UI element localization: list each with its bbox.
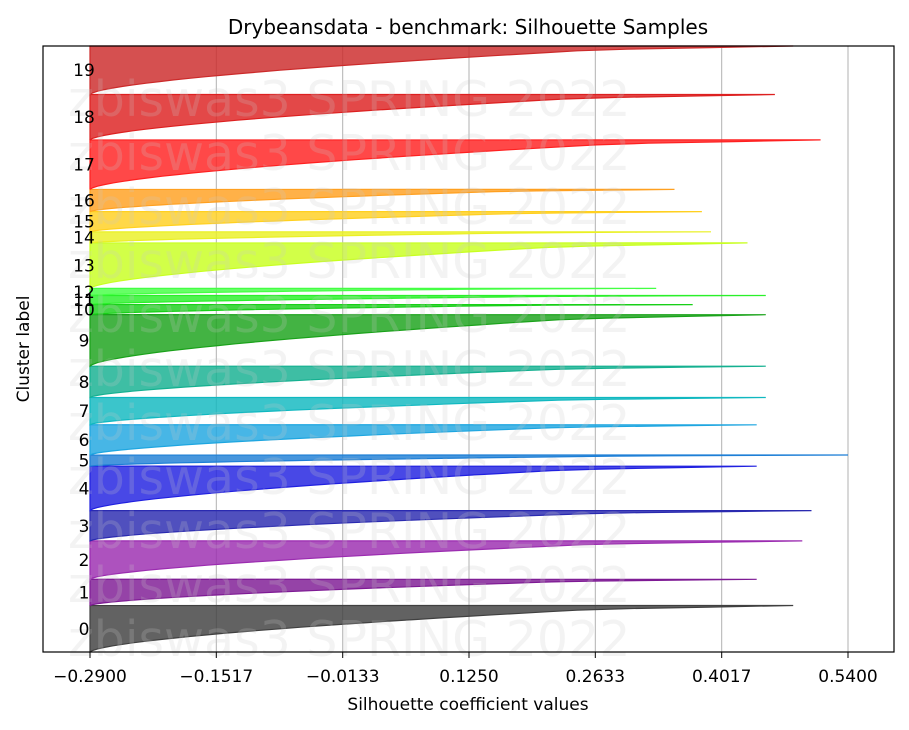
cluster-label-9: 9 [79,331,90,351]
cluster-label-7: 7 [79,402,90,422]
cluster-label-12: 12 [73,283,95,303]
x-tick-label-6: 0.5400 [818,667,877,687]
y-axis-label: Cluster label [14,296,34,403]
cluster-area-8 [89,365,766,399]
x-tick-label-4: 0.2633 [566,667,625,687]
x-tick-label-0: −0.2900 [53,667,127,687]
cluster-label-19: 19 [73,61,95,81]
cluster-label-3: 3 [79,517,90,537]
cluster-area-11 [89,294,766,306]
cluster-area-6 [89,424,757,456]
cluster-area-19 [89,45,794,96]
watermark-text: zbiswas3 SPRING 2022 [68,287,630,344]
cluster-area-10 [89,303,693,316]
x-tick-label-3: 0.1250 [439,667,498,687]
cluster-label-17: 17 [73,156,95,176]
cluster-label-18: 18 [73,108,95,128]
cluster-area-5 [89,454,849,467]
cluster-area-12 [89,287,657,297]
cluster-area-0 [89,604,794,654]
watermark-text: zbiswas3 SPRING 2022 [68,449,630,506]
watermark-text: zbiswas3 SPRING 2022 [68,233,630,290]
x-tick-label-1: −0.1517 [179,667,253,687]
cluster-label-14: 14 [73,228,95,248]
cluster-area-1 [89,578,757,607]
watermark-text: zbiswas3 SPRING 2022 [68,179,630,236]
watermark-text: zbiswas3 SPRING 2022 [68,125,630,182]
watermark-text: zbiswas3 SPRING 2022 [68,611,630,668]
cluster-area-17 [89,139,821,190]
watermark-text: zbiswas3 SPRING 2022 [68,341,630,398]
watermark-text: zbiswas3 SPRING 2022 [68,503,630,560]
cluster-area-4 [89,465,757,512]
x-tick-label-5: 0.4017 [692,667,751,687]
cluster-label-2: 2 [79,551,90,571]
x-axis-label: Silhouette coefficient values [347,695,588,715]
cluster-label-4: 4 [79,479,90,499]
cluster-silhouette-areas [89,45,849,654]
cluster-area-18 [89,93,775,141]
cluster-label-5: 5 [79,452,90,472]
x-tick-label-2: −0.0133 [306,667,380,687]
watermark-text: zbiswas3 SPRING 2022 [68,71,630,128]
watermark-text: zbiswas3 SPRING 2022 [68,557,630,614]
chart-title: Drybeansdata - benchmark: Silhouette Sam… [228,15,708,39]
cluster-area-14 [89,231,712,244]
cluster-label-0: 0 [79,620,90,640]
cluster-label-15: 15 [73,213,95,233]
cluster-area-15 [89,211,702,233]
cluster-area-13 [89,242,748,290]
x-axis-ticks: −0.2900 −0.1517 −0.0133 0.1250 0.2633 0.4017 0… [53,652,878,687]
cluster-label-8: 8 [79,373,90,393]
cluster-label-10: 10 [73,301,95,321]
cluster-label-1: 1 [79,583,90,603]
cluster-area-3 [89,510,812,542]
watermark-text: zbiswas3 SPRING 2022 [68,395,630,452]
cluster-label-13: 13 [73,257,95,277]
cluster-label-6: 6 [79,431,90,451]
cluster-area-7 [89,396,766,426]
cluster-area-16 [89,188,675,213]
cluster-label-11: 11 [73,291,95,311]
cluster-area-9 [89,314,766,368]
cluster-label-16: 16 [73,192,95,212]
cluster-area-2 [89,540,803,581]
